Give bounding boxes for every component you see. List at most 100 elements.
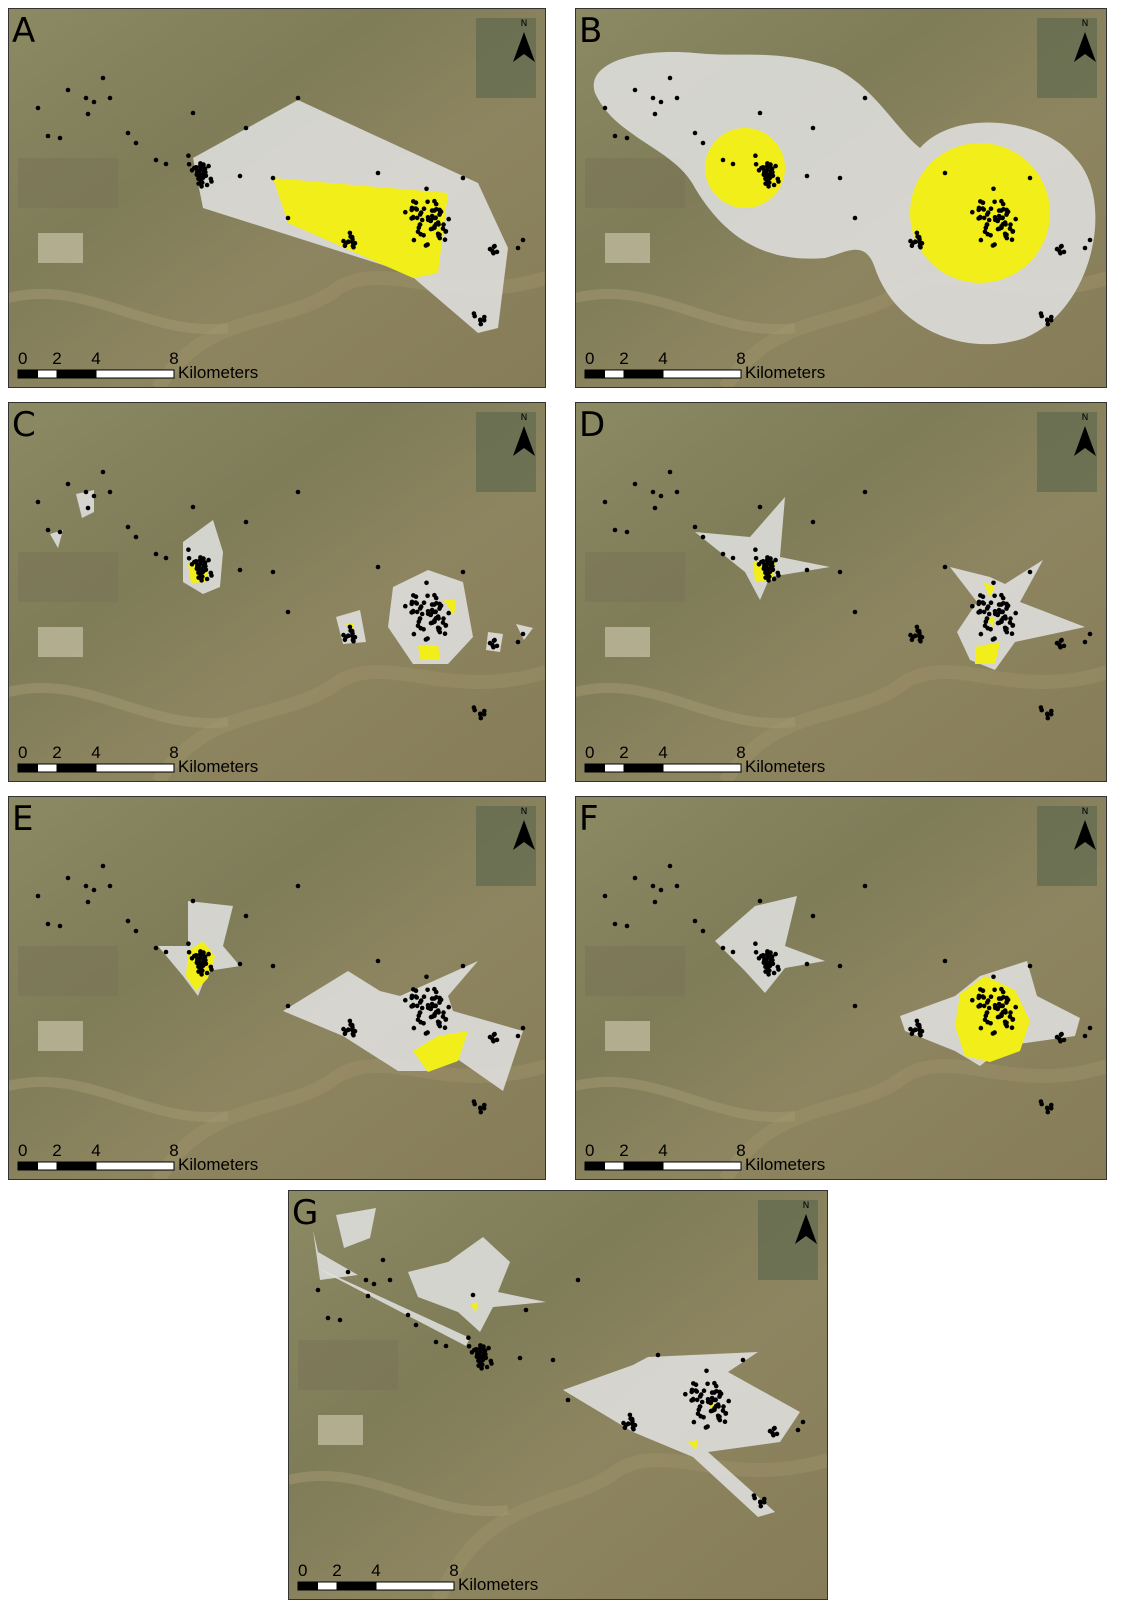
location-point (776, 967, 781, 972)
mine-site (38, 627, 83, 657)
location-point (187, 950, 192, 955)
north-label: N (803, 1201, 810, 1211)
scale-segment (18, 370, 38, 378)
panel-label: D (579, 405, 605, 445)
scale-label: 0 (585, 743, 594, 762)
location-point (651, 884, 656, 889)
location-point (286, 216, 291, 221)
map-content (575, 8, 1107, 388)
location-point (343, 1032, 348, 1037)
location-point (341, 239, 346, 244)
location-point (296, 884, 301, 889)
location-point (66, 482, 71, 487)
location-point (490, 643, 495, 648)
location-point (480, 1358, 485, 1363)
location-point (999, 996, 1004, 1001)
location-point (424, 581, 429, 586)
location-point (693, 919, 698, 924)
location-point (446, 217, 451, 222)
location-point (191, 505, 196, 510)
location-point (209, 967, 214, 972)
location-point (419, 210, 424, 215)
location-point (1001, 990, 1006, 995)
location-point (443, 631, 448, 636)
location-point (376, 565, 381, 570)
location-point (432, 1014, 437, 1019)
location-point (108, 490, 113, 495)
location-point (475, 1350, 480, 1355)
location-point (409, 216, 414, 221)
location-point (343, 244, 348, 249)
location-point (985, 1010, 990, 1015)
location-point (772, 183, 777, 188)
location-point (979, 1026, 984, 1031)
location-point (753, 941, 758, 946)
location-point (422, 206, 427, 211)
location-point (1039, 314, 1044, 319)
location-point (633, 88, 638, 93)
location-point (997, 214, 1002, 219)
location-point (721, 946, 726, 951)
location-point (134, 535, 139, 540)
location-point (1004, 627, 1009, 632)
location-point (424, 637, 429, 642)
location-point (418, 626, 423, 631)
location-point (271, 964, 276, 969)
location-point (981, 988, 986, 993)
location-point (980, 600, 985, 605)
location-point (424, 1031, 429, 1036)
field-patch (18, 552, 118, 602)
scale-segment (605, 370, 625, 378)
location-point (495, 250, 500, 255)
location-point (490, 1037, 495, 1042)
location-point (717, 1390, 722, 1395)
core-area (910, 143, 1050, 283)
mine-site (605, 233, 650, 263)
location-point (987, 218, 992, 223)
location-point (434, 596, 439, 601)
location-point (238, 962, 243, 967)
location-point (84, 490, 89, 495)
location-point (699, 1392, 704, 1397)
location-point (238, 568, 243, 573)
location-point (811, 126, 816, 131)
location-point (338, 1318, 343, 1323)
location-point (434, 990, 439, 995)
scale-segment (376, 1582, 454, 1590)
location-point (706, 1397, 711, 1402)
location-point (683, 1392, 688, 1397)
scale-label: 0 (18, 743, 27, 762)
location-point (985, 232, 990, 237)
mine-site (38, 233, 83, 263)
location-point (346, 634, 351, 639)
location-point (908, 1027, 913, 1032)
location-point (853, 216, 858, 221)
location-point (437, 996, 442, 1001)
location-point (576, 1278, 581, 1283)
location-point (366, 1294, 371, 1299)
location-point (58, 136, 63, 141)
location-point (651, 96, 656, 101)
location-point (413, 994, 418, 999)
map-content (8, 796, 546, 1180)
location-point (419, 604, 424, 609)
location-point (976, 208, 981, 213)
location-point (418, 222, 423, 227)
location-point (910, 638, 915, 643)
location-point (625, 530, 630, 535)
location-point (409, 602, 414, 607)
location-point (753, 153, 758, 158)
scale-unit: Kilometers (178, 1155, 258, 1174)
location-point (603, 894, 608, 899)
location-point (84, 96, 89, 101)
location-point (805, 174, 810, 179)
location-point (271, 570, 276, 575)
location-point (704, 1425, 709, 1430)
location-point (418, 616, 423, 621)
location-point (412, 1026, 417, 1031)
scale-segment (57, 370, 96, 378)
location-point (976, 1004, 981, 1009)
location-point (1001, 202, 1006, 207)
location-point (863, 96, 868, 101)
location-point (721, 552, 726, 557)
